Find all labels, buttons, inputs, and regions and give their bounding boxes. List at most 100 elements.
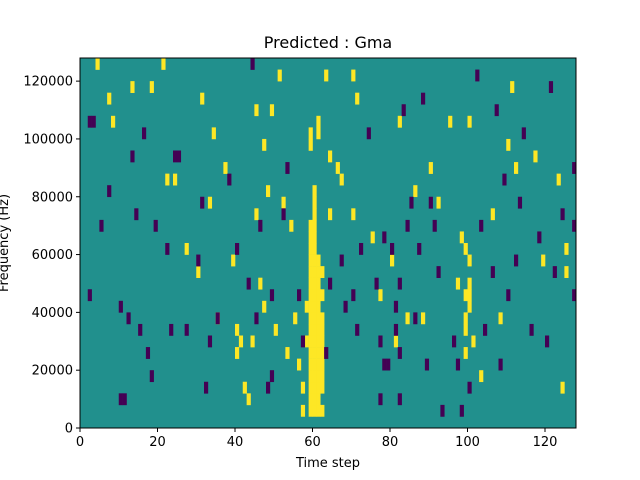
y-axis-ticks: 0 20000 40000 60000 80000 100000 120000 — [23, 75, 80, 437]
heatmap-cell-high — [316, 277, 321, 290]
heatmap-cell-low — [266, 381, 271, 394]
heatmap-cell-high — [308, 381, 313, 394]
heatmap-cell-low — [386, 358, 391, 371]
heatmap-cell-high — [300, 381, 306, 394]
heatmap-cell-high — [262, 300, 267, 313]
heatmap-cell-high — [308, 219, 313, 232]
heatmap-cell-low — [490, 266, 495, 278]
heatmap-cell-low — [572, 289, 577, 302]
heatmap-cell-low — [506, 289, 511, 302]
heatmap-cell-high — [328, 208, 333, 221]
heatmap-cell-high — [316, 254, 321, 267]
heatmap-cell-low — [378, 393, 383, 406]
heatmap-cell-low — [502, 173, 507, 186]
heatmap-cell-low — [122, 393, 127, 406]
heatmap-cell-high — [351, 69, 356, 82]
x-tick-label: 120 — [533, 435, 558, 450]
heatmap-cell-high — [463, 243, 468, 255]
heatmap-cell-high — [297, 358, 302, 371]
x-tick-label: 0 — [76, 435, 84, 450]
heatmap-cell-high — [316, 404, 321, 417]
heatmap-cell-low — [300, 335, 306, 348]
heatmap-cell-high — [308, 266, 313, 278]
heatmap-cell-high — [506, 138, 511, 151]
heatmap-cell-high — [316, 312, 321, 325]
heatmap-cell-high — [308, 127, 313, 140]
heatmap-cell-low — [196, 254, 201, 267]
y-axis-label: Frequency (Hz) — [0, 194, 12, 292]
heatmap-cell-high — [510, 81, 515, 93]
heatmap-cell-low — [138, 323, 143, 336]
heatmap-cell-high — [351, 208, 356, 221]
heatmap-cell-low — [428, 196, 433, 209]
heatmap-cell-low — [165, 243, 170, 255]
heatmap-cell-high — [308, 358, 313, 371]
heatmap-cell-low — [351, 289, 356, 302]
heatmap-cell-low — [107, 185, 112, 198]
heatmap-cell-low — [87, 289, 92, 302]
heatmap-cell-low — [153, 219, 158, 232]
heatmap-cell-low — [382, 358, 387, 371]
heatmap-cell-high — [320, 289, 325, 302]
heatmap-cell-high — [231, 254, 236, 267]
x-axis-label: Time step — [295, 456, 360, 471]
heatmap-cell-high — [316, 323, 321, 336]
heatmap-cell-low — [359, 243, 364, 255]
heatmap-cell-low — [393, 323, 399, 336]
heatmap-cell-low — [479, 219, 484, 232]
heatmap-cell-low — [118, 300, 123, 313]
y-tick-label: 120000 — [23, 75, 73, 90]
heatmap-cell-high — [312, 358, 317, 371]
heatmap-cell-low — [548, 81, 554, 93]
heatmap-cell-high — [281, 196, 286, 209]
heatmap-cell-high — [312, 347, 317, 359]
heatmap-cell-high — [312, 243, 317, 255]
heatmap-cell-high — [467, 254, 472, 267]
y-tick-label: 40000 — [32, 306, 73, 321]
heatmap-cell-high — [320, 381, 325, 394]
heatmap-cell-high — [269, 104, 275, 117]
heatmap-cell-high — [320, 358, 325, 371]
heatmap-cell-high — [223, 162, 228, 174]
heatmap-cell-low — [401, 104, 406, 117]
heatmap-cell-low — [281, 208, 286, 221]
heatmap-cell-high — [235, 323, 240, 336]
heatmap-cell-low — [382, 231, 387, 244]
heatmap-cell-high — [413, 185, 418, 198]
heatmap-cell-high — [316, 289, 321, 302]
heatmap-cell-high — [308, 323, 313, 336]
heatmap-cell-low — [494, 104, 499, 117]
heatmap-cell-high — [316, 358, 321, 371]
heatmap-cell-high — [312, 185, 317, 198]
heatmap-cell-high — [312, 196, 317, 209]
x-tick-label: 100 — [455, 435, 480, 450]
heatmap-cell-low — [459, 404, 464, 417]
y-tick-label: 20000 — [32, 364, 73, 379]
heatmap-cell-low — [207, 335, 213, 348]
heatmap-cell-high — [312, 381, 317, 394]
heatmap-cell-high — [541, 254, 546, 267]
heatmap-cell-high — [308, 312, 313, 325]
y-tick-label: 0 — [65, 422, 73, 437]
heatmap-cell-high — [564, 243, 569, 255]
heatmap-cell-high — [308, 254, 313, 267]
heatmap-cell-high — [316, 381, 321, 394]
x-tick-label: 20 — [149, 435, 166, 450]
heatmap-cell-high — [498, 312, 503, 325]
heatmap-background — [80, 58, 576, 428]
plot-frame — [79, 57, 577, 429]
heatmap-cell-high — [355, 92, 360, 105]
heatmap-cell-high — [564, 266, 569, 278]
heatmap-cell-low — [552, 266, 557, 278]
heatmap-cell-high — [312, 370, 317, 383]
heatmap-cell-high — [467, 300, 472, 313]
heatmap-cell-low — [126, 312, 131, 325]
heatmap-cell-high — [312, 277, 317, 290]
heatmap-cell-high — [95, 58, 100, 70]
heatmap-cell-high — [250, 335, 255, 348]
heatmap-cell-low — [517, 196, 523, 209]
heatmap-cell-high — [308, 393, 313, 406]
heatmap-cell-high — [312, 289, 317, 302]
y-tick-label: 100000 — [23, 132, 73, 147]
